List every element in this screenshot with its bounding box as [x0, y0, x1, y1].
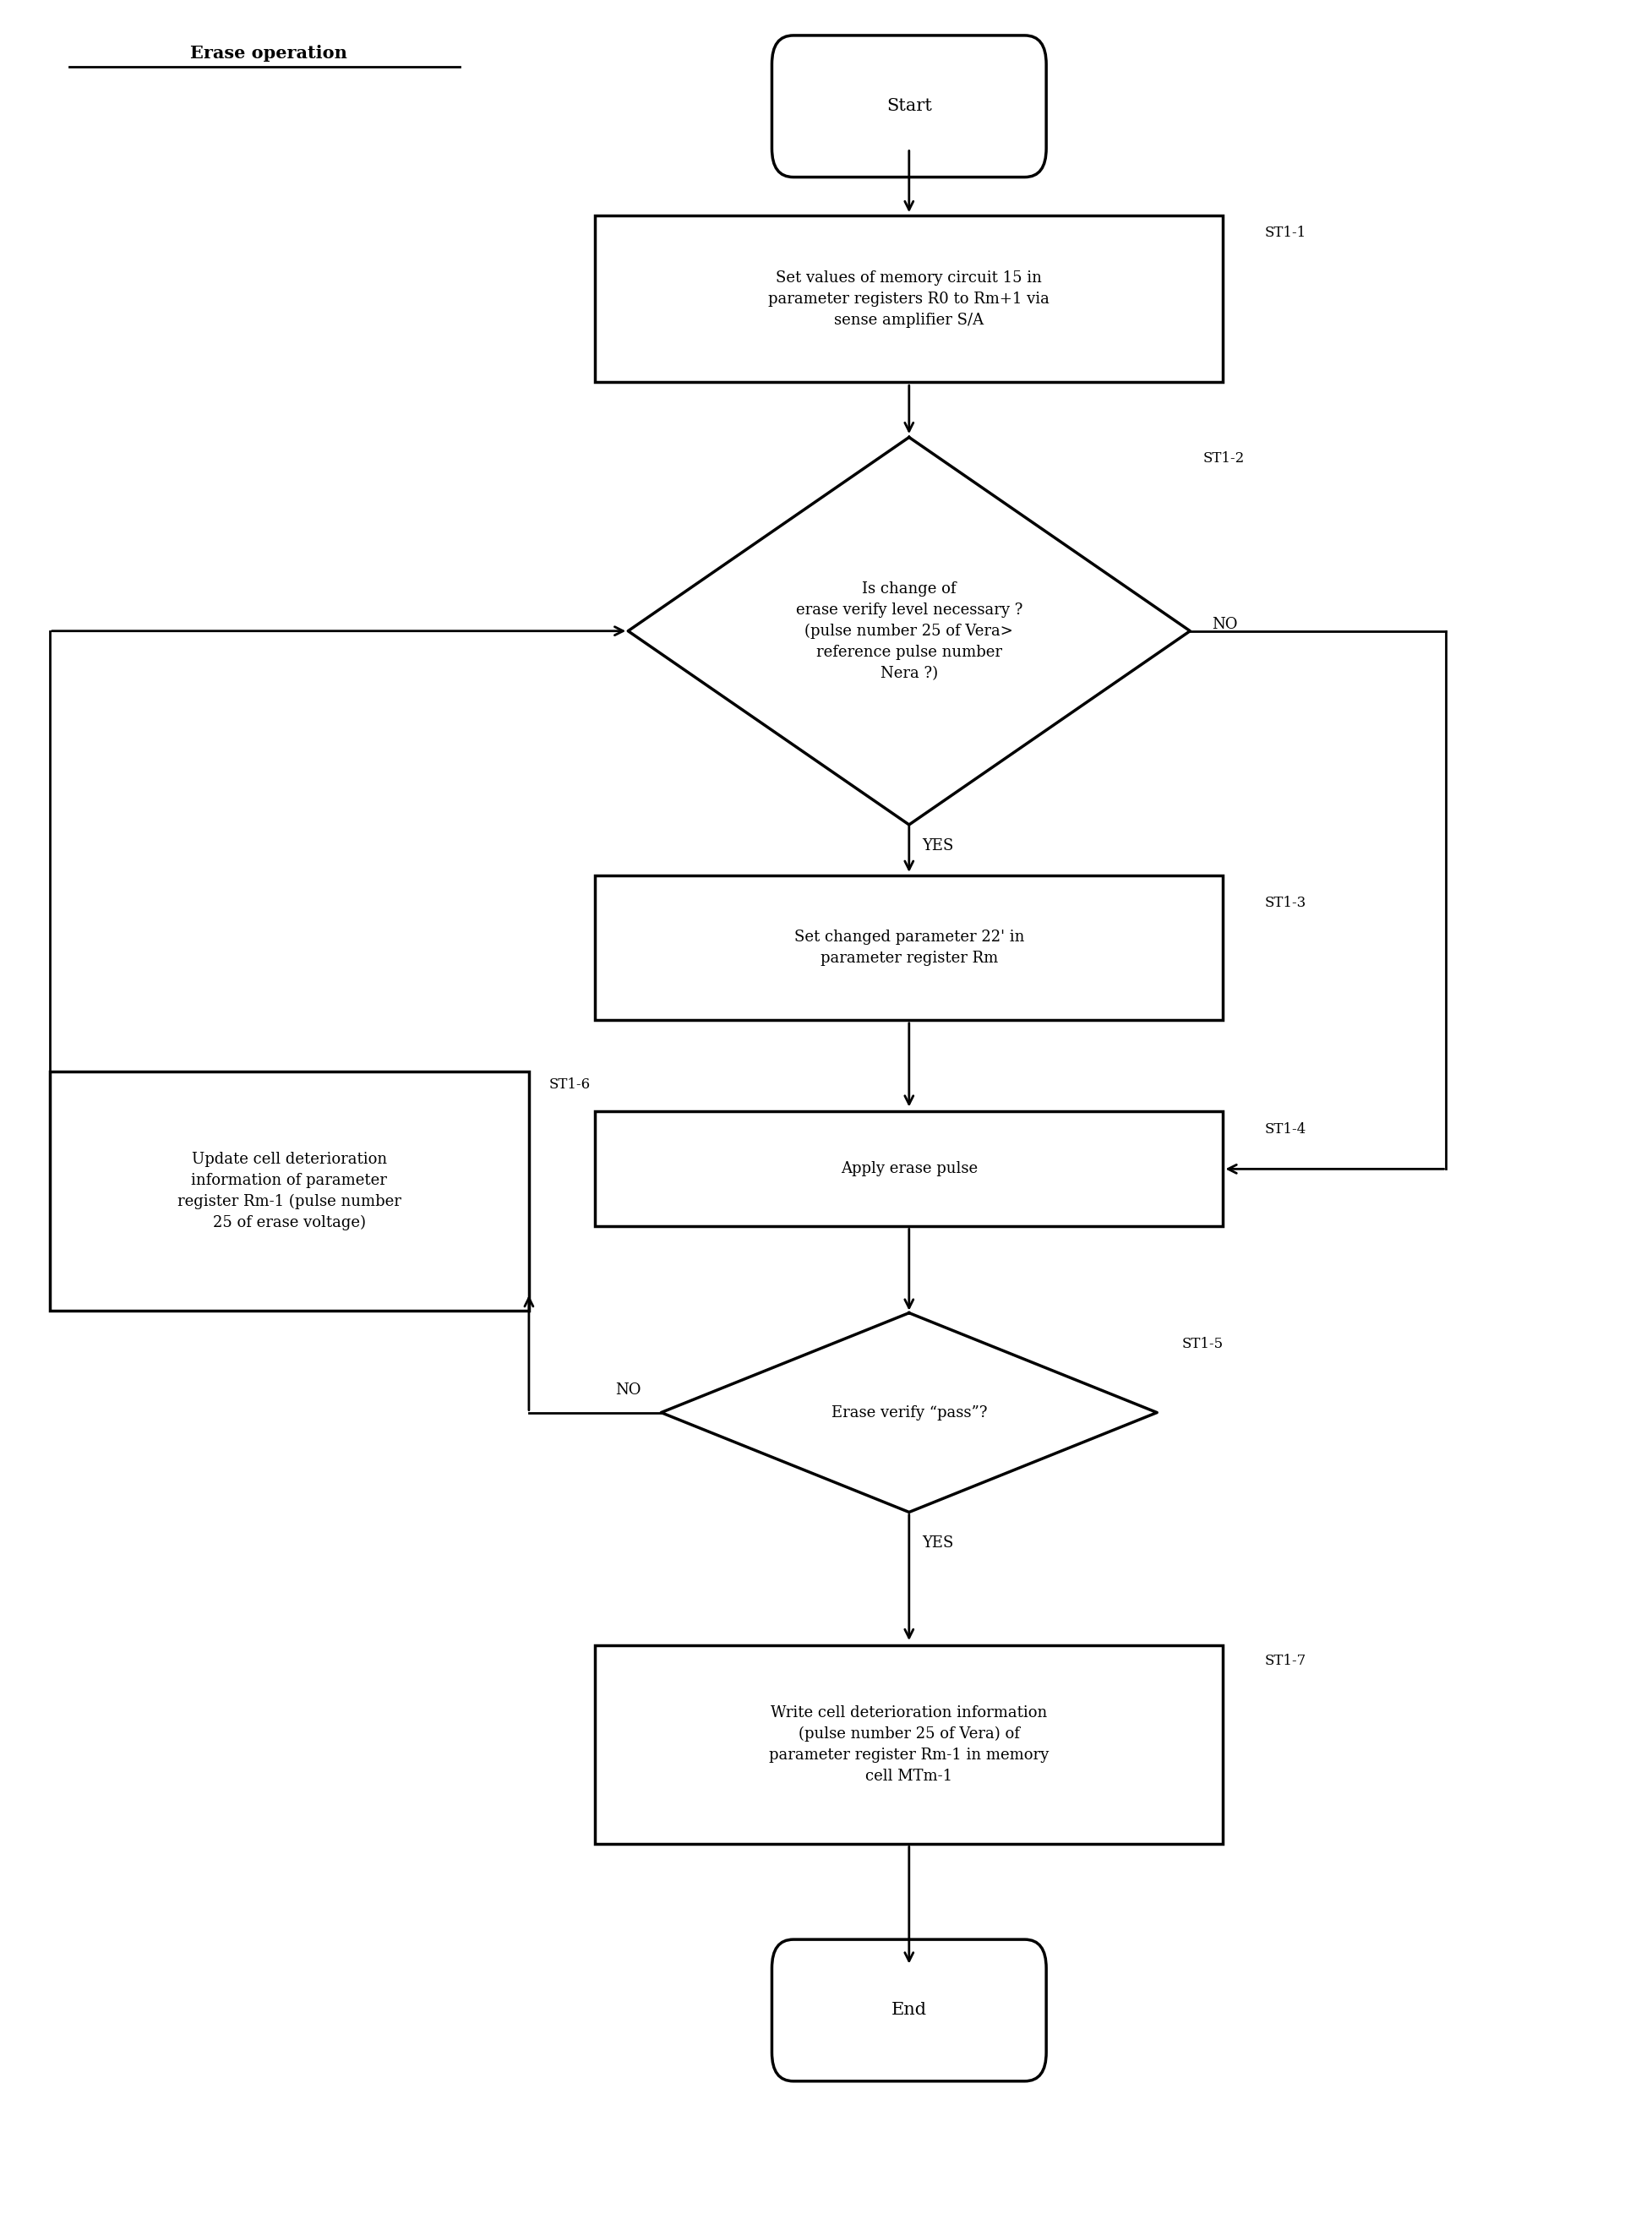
Text: Set values of memory circuit 15 in
parameter registers R0 to Rm+1 via
sense ampl: Set values of memory circuit 15 in param… [768, 270, 1049, 328]
Text: Is change of
erase verify level necessary ?
(pulse number 25 of Vera>
reference : Is change of erase verify level necessar… [795, 580, 1023, 682]
Text: NO: NO [615, 1384, 641, 1397]
FancyBboxPatch shape [50, 1072, 529, 1311]
Text: ST1-3: ST1-3 [1264, 897, 1305, 910]
Text: Erase verify “pass”?: Erase verify “pass”? [831, 1406, 986, 1419]
Text: ST1-2: ST1-2 [1203, 452, 1244, 465]
Text: YES: YES [922, 1537, 953, 1550]
Text: ST1-6: ST1-6 [548, 1078, 590, 1092]
Text: Apply erase pulse: Apply erase pulse [841, 1162, 976, 1176]
Text: Erase operation: Erase operation [190, 44, 347, 62]
Polygon shape [661, 1313, 1156, 1512]
Text: ST1-7: ST1-7 [1264, 1654, 1305, 1667]
Text: Write cell deterioration information
(pulse number 25 of Vera) of
parameter regi: Write cell deterioration information (pu… [768, 1705, 1049, 1784]
FancyBboxPatch shape [595, 217, 1222, 381]
Text: Set changed parameter 22' in
parameter register Rm: Set changed parameter 22' in parameter r… [793, 930, 1024, 965]
Text: Update cell deterioration
information of parameter
register Rm-1 (pulse number
2: Update cell deterioration information of… [177, 1151, 401, 1231]
Text: ST1-1: ST1-1 [1264, 226, 1305, 239]
FancyBboxPatch shape [771, 1939, 1046, 2081]
Text: ST1-5: ST1-5 [1181, 1337, 1222, 1351]
Text: YES: YES [922, 839, 953, 852]
Polygon shape [628, 436, 1189, 826]
FancyBboxPatch shape [595, 1111, 1222, 1227]
Text: ST1-4: ST1-4 [1264, 1122, 1305, 1136]
FancyBboxPatch shape [771, 35, 1046, 177]
FancyBboxPatch shape [595, 1645, 1222, 1844]
Text: Start: Start [885, 97, 932, 115]
FancyBboxPatch shape [595, 875, 1222, 1018]
Text: End: End [890, 2001, 927, 2019]
Text: NO: NO [1211, 618, 1237, 631]
